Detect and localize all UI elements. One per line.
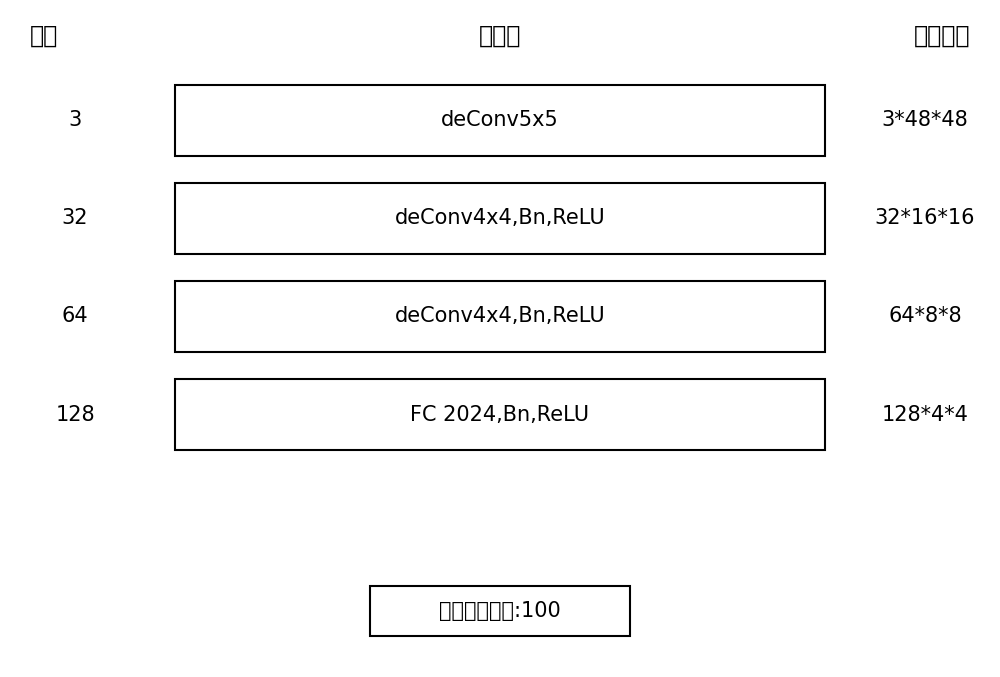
Text: deConv4x4,Bn,ReLU: deConv4x4,Bn,ReLU <box>395 209 605 228</box>
Text: deConv5x5: deConv5x5 <box>441 110 559 130</box>
Bar <box>175 379 825 450</box>
Bar <box>370 586 630 636</box>
Text: 128: 128 <box>55 405 95 424</box>
Text: 128*4*4: 128*4*4 <box>882 405 968 424</box>
Bar <box>175 85 825 156</box>
Text: 输入噪声尺寸:100: 输入噪声尺寸:100 <box>439 601 561 621</box>
Text: deConv4x4,Bn,ReLU: deConv4x4,Bn,ReLU <box>395 307 605 326</box>
Text: 生成器: 生成器 <box>479 24 521 47</box>
Bar <box>175 281 825 352</box>
Text: 3: 3 <box>68 110 82 130</box>
Text: 64*8*8: 64*8*8 <box>888 307 962 326</box>
Text: 输出尺寸: 输出尺寸 <box>914 24 970 47</box>
Text: 32*16*16: 32*16*16 <box>875 209 975 228</box>
Bar <box>175 183 825 254</box>
Text: FC 2024,Bn,ReLU: FC 2024,Bn,ReLU <box>410 405 590 424</box>
Text: 64: 64 <box>62 307 88 326</box>
Text: 深度: 深度 <box>30 24 58 47</box>
Text: 3*48*48: 3*48*48 <box>882 110 968 130</box>
Text: 32: 32 <box>62 209 88 228</box>
